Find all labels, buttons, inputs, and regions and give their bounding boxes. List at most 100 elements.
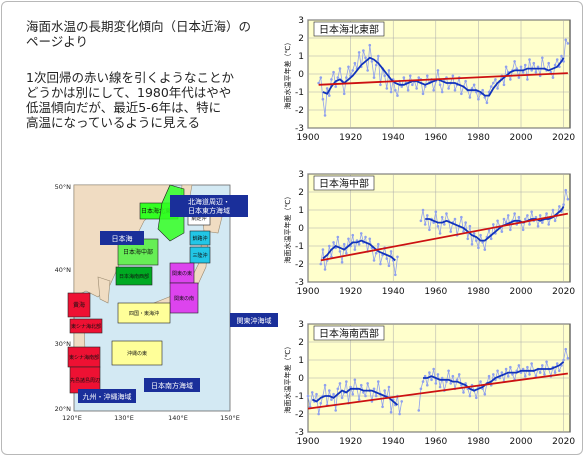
annual-point [543, 373, 546, 376]
annual-point [432, 367, 435, 371]
annual-point [368, 237, 372, 241]
annual-point [438, 385, 442, 389]
annual-point [511, 373, 514, 376]
annual-point [368, 43, 372, 47]
annual-point [468, 394, 472, 398]
y-tick-label: 0 [298, 374, 304, 384]
annual-point [328, 389, 331, 392]
annual-point [328, 94, 331, 97]
annual-point [351, 69, 355, 72]
annual-point [330, 78, 333, 81]
annual-point [481, 241, 484, 244]
annual-point [379, 262, 382, 266]
annual-point [492, 81, 495, 85]
annual-point [357, 51, 361, 54]
annual-point [432, 88, 435, 92]
chart-japan-sea-northeast: 1900 1920 1940 1960 1980 2000 2020 -3 -2 -1 0 1 2 3 海面… [283, 16, 575, 143]
annual-point [523, 217, 527, 221]
annual-point [338, 382, 342, 385]
annual-point [460, 92, 463, 96]
y-tick-label: -1 [295, 392, 304, 402]
x-tick-label: 1940 [382, 287, 405, 297]
running-mean-line [322, 56, 565, 97]
annual-point [338, 67, 342, 70]
intro-title: 海面水温の長期変化傾向（日本近海）の ページより [26, 19, 252, 49]
y-tick-label: 1 [298, 52, 304, 62]
annual-point [332, 392, 335, 396]
annual-point [389, 90, 393, 94]
chart-title: 日本海南西部 [319, 327, 379, 340]
annual-point [545, 360, 548, 364]
y-tick-label: -3 [295, 278, 304, 288]
x-tick-label: 2000 [510, 287, 533, 297]
annual-point [506, 374, 510, 378]
annual-point [545, 212, 548, 215]
x-tick-label: 2000 [510, 437, 533, 447]
annual-point [468, 224, 472, 228]
annual-point [483, 392, 487, 396]
annual-point [385, 257, 389, 260]
annual-point [477, 97, 480, 101]
annual-point [492, 373, 495, 376]
annual-point [430, 378, 433, 382]
annual-point [342, 242, 346, 246]
annual-point [372, 259, 376, 262]
annual-point [534, 215, 538, 219]
annual-point [502, 83, 506, 87]
x-tick-label: 1940 [382, 437, 405, 447]
annual-point [455, 378, 459, 382]
y-tick-label: -1 [295, 88, 304, 98]
annual-point [425, 74, 429, 78]
y-tick-label: -1 [295, 242, 304, 252]
annual-point [555, 362, 559, 365]
annual-point [562, 358, 565, 362]
running-mean-line [322, 205, 565, 262]
annual-point [474, 396, 478, 400]
annual-point [504, 65, 508, 69]
y-tick-label: 0 [298, 70, 304, 80]
x-tick-label: 1900 [297, 437, 320, 447]
annual-point [389, 410, 393, 414]
annual-point [379, 83, 382, 87]
x-tick-label: 1920 [339, 133, 362, 143]
y-axis-label: 海面水温平年差（℃） [283, 193, 292, 264]
annual-point [425, 383, 429, 387]
annual-point [483, 96, 487, 99]
annual-point [530, 362, 533, 365]
annual-point [553, 371, 557, 374]
annual-point [509, 78, 512, 81]
x-tick-label: 1920 [339, 287, 362, 297]
trend-line [307, 372, 568, 410]
annual-point [345, 380, 348, 383]
annual-point [385, 87, 389, 90]
annual-point [423, 85, 427, 88]
annual-point [492, 223, 495, 226]
annual-point [349, 385, 352, 389]
annual-point [336, 235, 340, 239]
annual-point [541, 364, 544, 367]
annual-point [357, 398, 361, 401]
annual-point [479, 233, 482, 237]
annual-point [345, 251, 348, 255]
annual-point [500, 230, 504, 233]
y-tick-label: 1 [298, 206, 304, 216]
annual-point [381, 405, 384, 409]
annual-point [353, 61, 357, 65]
annual-point [376, 242, 380, 246]
annual-point [560, 54, 563, 58]
annual-point [558, 369, 561, 373]
annual-point [536, 224, 540, 228]
annual-point [398, 412, 401, 416]
x-tick-label: 1980 [467, 133, 490, 143]
annual-point [449, 230, 453, 233]
annual-point [440, 215, 444, 219]
annual-point [315, 392, 318, 396]
annual-point [374, 251, 378, 255]
annual-point [396, 255, 399, 259]
y-tick-label: -3 [295, 124, 304, 134]
annual-point [372, 76, 376, 79]
annual-point [400, 400, 404, 403]
annual-point [389, 250, 393, 253]
annual-point [453, 88, 457, 92]
annual-point [423, 223, 427, 226]
